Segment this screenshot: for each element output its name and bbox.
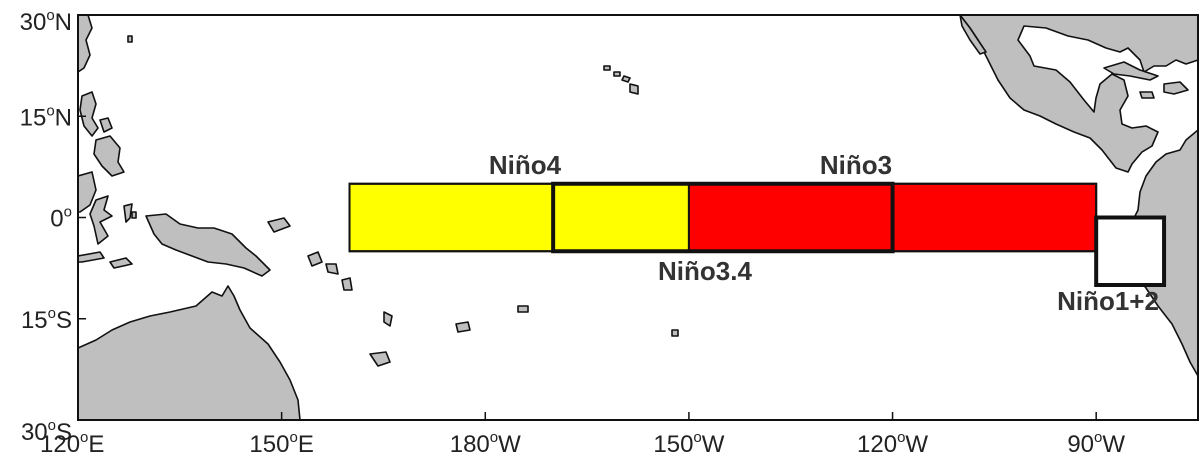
nino12-region <box>1094 215 1167 287</box>
nino4-region <box>348 182 690 253</box>
lon-tick-label: 120oW <box>857 429 928 458</box>
philippines-visayas <box>99 117 113 133</box>
timor <box>109 257 133 269</box>
nino34-region <box>551 181 895 254</box>
philippines-mindanao <box>93 135 125 177</box>
lon-tick-label: 150oE <box>249 429 313 458</box>
lat-tick-label: 30oN <box>20 7 72 36</box>
nino34-label: Niño3.4 <box>658 256 752 286</box>
nino12-label: Niño1+2 <box>1057 286 1159 316</box>
lon-tick-label: 180oW <box>450 429 521 458</box>
lat-tick-label: 15oN <box>20 102 72 131</box>
latitude-ticks: 30oN 15oN 0o 15oS 30oS <box>20 7 86 446</box>
lon-tick-label: 90oW <box>1067 429 1125 458</box>
hispaniola <box>1163 81 1189 95</box>
land-layer <box>78 15 1198 420</box>
borneo <box>78 171 97 213</box>
new-guinea <box>145 213 271 277</box>
longitude-ticks: 120oE 150oE 180oW 150oW 120oW 90oW <box>40 412 1125 458</box>
lesser-sunda <box>78 251 105 263</box>
halmahera <box>123 203 133 223</box>
hawaii <box>603 65 639 95</box>
fiji <box>369 351 391 367</box>
philippines-luzon <box>79 91 99 137</box>
lat-tick-label: 0o <box>50 204 72 233</box>
solomon-islands <box>307 251 339 275</box>
tonga <box>517 305 679 337</box>
cuba <box>1103 61 1159 81</box>
lat-tick-label: 30oS <box>21 417 72 446</box>
marianas <box>127 35 137 219</box>
australia <box>78 285 301 420</box>
nino-regions <box>348 181 1167 287</box>
new-caledonia <box>383 311 393 327</box>
lon-tick-label: 150oW <box>653 429 724 458</box>
new-britain <box>267 217 291 233</box>
north-central-america <box>959 15 1198 173</box>
vanuatu <box>341 277 353 291</box>
nino4-label: Niño4 <box>489 150 562 180</box>
lat-tick-label: 15oS <box>21 305 72 334</box>
lon-tick-label: 120oE <box>40 429 104 458</box>
nino3-label: Niño3 <box>820 150 892 180</box>
jamaica <box>1139 91 1155 99</box>
baja-california <box>959 15 987 55</box>
sulawesi <box>89 195 113 245</box>
samoa <box>455 321 471 333</box>
